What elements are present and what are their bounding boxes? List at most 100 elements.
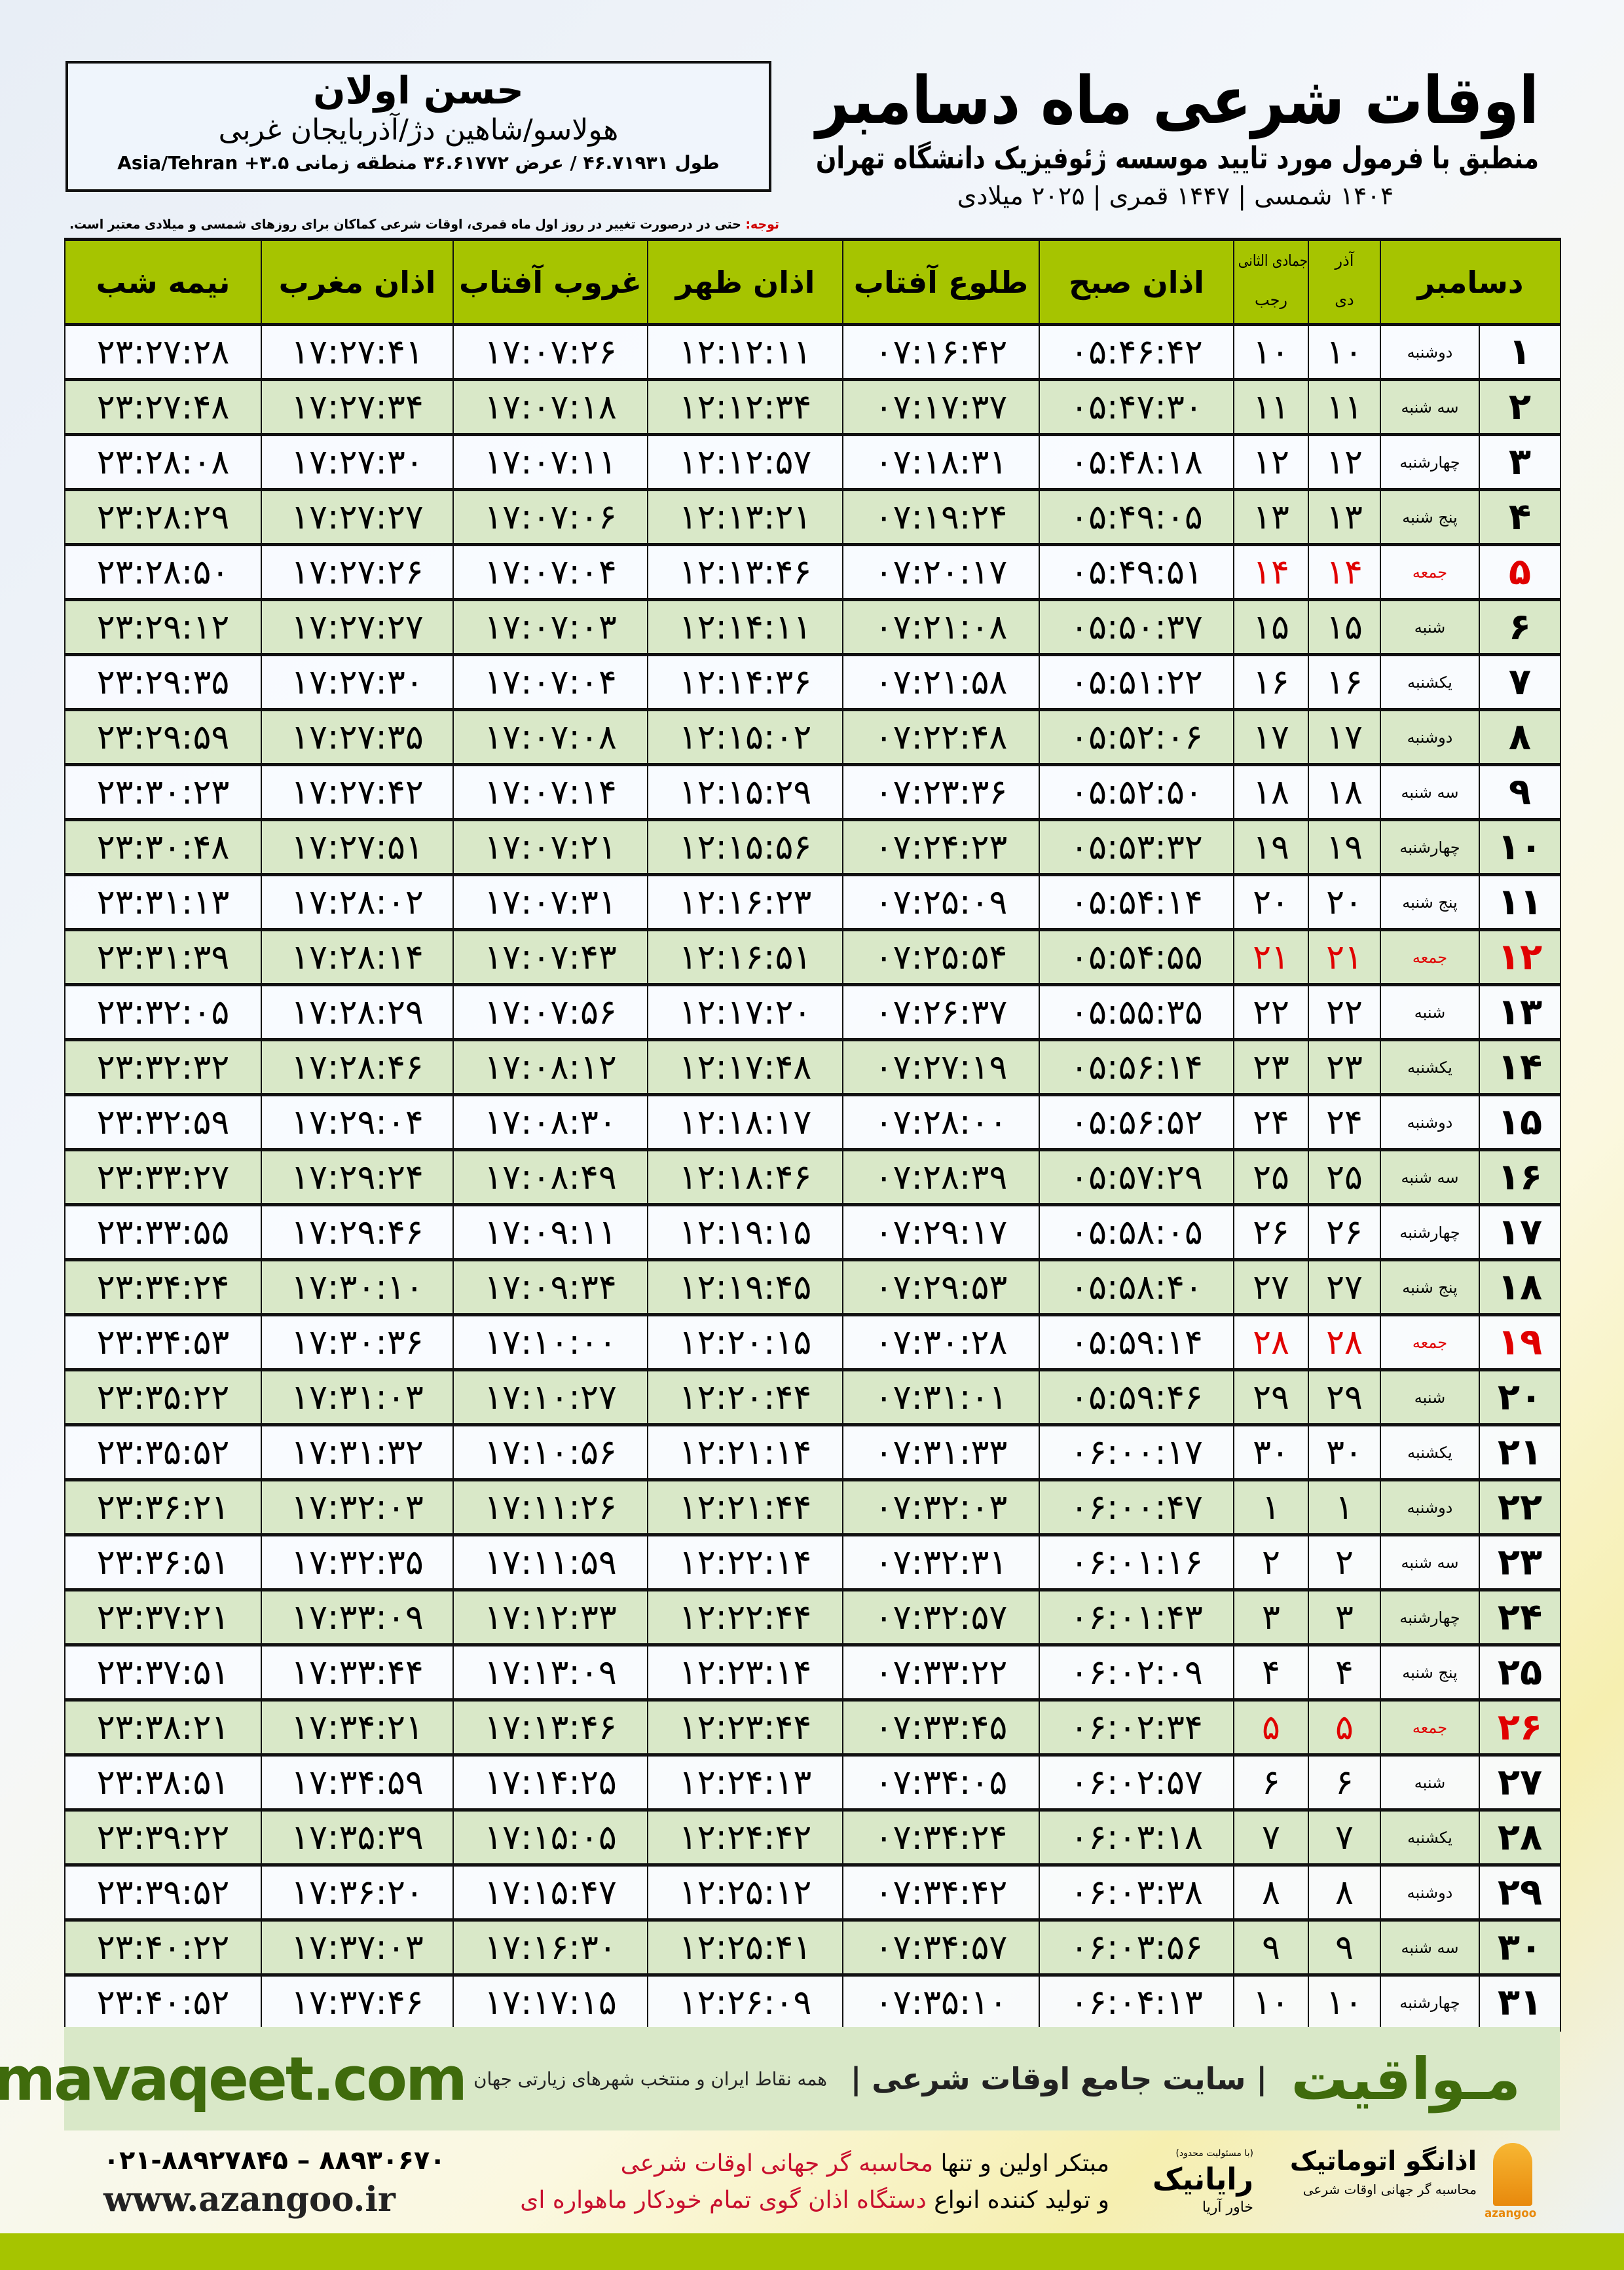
column-header-maghrib: اذان مغرب	[261, 238, 454, 326]
table-row: ۱۵ دوشنبه ۲۴ ۲۴ ۰۵:۵۶:۵۲ ۰۷:۲۸:۰۰ ۱۲:۱۸:۱۷ ۱۷:۰…	[64, 1094, 1561, 1151]
sunrise-time: ۰۷:۳۳:۴۵	[842, 1700, 1040, 1757]
day-number: ۱۲	[1479, 929, 1561, 986]
dhuhr-time: ۱۲:۲۳:۱۴	[647, 1645, 843, 1702]
table-row: ۹ سه شنبه ۱۸ ۱۸ ۰۵:۵۲:۵۰ ۰۷:۲۳:۳۶ ۱۲:۱۵:۲۹ ۱۷:۰…	[64, 764, 1561, 821]
midnight-time: ۲۳:۲۸:۲۹	[64, 489, 262, 546]
fajr-time: ۰۶:۰۰:۴۷	[1039, 1479, 1234, 1536]
midnight-time: ۲۳:۳۸:۲۱	[64, 1700, 262, 1757]
sunrise-time: ۰۷:۲۵:۵۴	[842, 929, 1040, 986]
pitch-line1-a: مبتکر اولین و تنها	[933, 2150, 1109, 2177]
lunar-day: ۱۰	[1233, 1975, 1309, 2032]
sunset-time: ۱۷:۰۷:۰۴	[452, 654, 648, 711]
midnight-time: ۲۳:۲۷:۴۸	[64, 379, 262, 436]
lunar-month-top: جمادی الثانی	[1238, 251, 1308, 270]
bottom-bar	[0, 2233, 1624, 2270]
sunset-time: ۱۷:۰۸:۴۹	[452, 1149, 648, 1206]
maghrib-time: ۱۷:۲۷:۲۷	[261, 599, 454, 656]
sunset-time: ۱۷:۰۷:۳۱	[452, 874, 648, 931]
sunset-time: ۱۷:۱۱:۵۹	[452, 1535, 648, 1591]
dhuhr-time: ۱۲:۲۱:۴۴	[647, 1479, 843, 1536]
fajr-time: ۰۵:۵۷:۲۹	[1039, 1149, 1234, 1206]
weekday: سه شنبه	[1380, 764, 1480, 821]
table-row: ۳۰ سه شنبه ۹ ۹ ۰۶:۰۳:۵۶ ۰۷:۳۴:۵۷ ۱۲:۲۵:۴۱ ۱۷:۱۶…	[64, 1920, 1561, 1977]
maghrib-time: ۱۷:۳۶:۲۰	[261, 1865, 454, 1922]
lunar-day: ۱۱	[1233, 379, 1309, 436]
maghrib-time: ۱۷:۲۹:۴۶	[261, 1204, 454, 1261]
page-title: اوقات شرعی ماه دسامبر	[815, 62, 1539, 139]
weekday: جمعه	[1380, 544, 1480, 601]
day-number: ۲۴	[1479, 1590, 1561, 1647]
table-row: ۲۵ پنج شنبه ۴ ۴ ۰۶:۰۲:۰۹ ۰۷:۳۳:۲۲ ۱۲:۲۳:۱۴ ۱۷:۱…	[64, 1645, 1561, 1702]
maghrib-time: ۱۷:۳۷:۰۳	[261, 1920, 454, 1977]
sunrise-time: ۰۷:۳۴:۰۵	[842, 1755, 1040, 1812]
mavaqeet-logo: مـواقیت	[1291, 2045, 1521, 2113]
lunar-day: ۶	[1233, 1755, 1309, 1812]
fajr-time: ۰۵:۵۳:۳۲	[1039, 819, 1234, 876]
mavaqeet-banner: مـواقیت | سایت جامع اوقات شرعی | همه نقا…	[0, 2027, 1560, 2130]
table-row: ۱۴ یکشنبه ۲۳ ۲۳ ۰۵:۵۶:۱۴ ۰۷:۲۷:۱۹ ۱۲:۱۷:۴۸ ۱۷:۰…	[64, 1039, 1561, 1096]
fajr-time: ۰۵:۵۶:۱۴	[1039, 1039, 1234, 1096]
sunrise-time: ۰۷:۳۴:۴۲	[842, 1865, 1040, 1922]
location-info-box: حسن اولان هولاسو/شاهین دژ/آذربایجان غربی…	[65, 61, 771, 192]
dhuhr-time: ۱۲:۱۴:۳۶	[647, 654, 843, 711]
midnight-time: ۲۳:۳۹:۲۲	[64, 1810, 262, 1867]
day-number: ۷	[1479, 654, 1561, 711]
sunrise-time: ۰۷:۲۸:۳۹	[842, 1149, 1040, 1206]
midnight-time: ۲۳:۳۶:۲۱	[64, 1479, 262, 1536]
mavaqeet-url[interactable]: mavaqeet.com	[0, 2043, 468, 2114]
table-row: ۲۴ چهارشنبه ۳ ۳ ۰۶:۰۱:۴۳ ۰۷:۳۲:۵۷ ۱۲:۲۲:۴۴ ۱۷:۱…	[64, 1590, 1561, 1647]
azangoo-website[interactable]: www.azangoo.ir	[103, 2180, 396, 2220]
fajr-time: ۰۶:۰۲:۰۹	[1039, 1645, 1234, 1702]
day-number: ۳۰	[1479, 1920, 1561, 1977]
midnight-time: ۲۳:۴۰:۲۲	[64, 1920, 262, 1977]
dhuhr-time: ۱۲:۱۲:۵۷	[647, 434, 843, 491]
table-row: ۱ دوشنبه ۱۰ ۱۰ ۰۵:۴۶:۴۲ ۰۷:۱۶:۴۲ ۱۲:۱۲:۱۱ ۱۷:۰۷…	[64, 324, 1561, 381]
location-name: حسن اولان	[313, 68, 524, 113]
column-header-sunset: غروب آفتاب	[452, 238, 648, 326]
azangoo-logo: azangoo اذانگو اتوماتیک محاسبه گر جهانی …	[1286, 2143, 1540, 2222]
note: توجه: حتی در درصورت تغییر در روز اول ماه…	[65, 215, 779, 233]
lunar-day: ۸	[1233, 1865, 1309, 1922]
table-row: ۲۳ سه شنبه ۲ ۲ ۰۶:۰۱:۱۶ ۰۷:۳۲:۳۱ ۱۲:۲۲:۱۴ ۱۷:۱۱…	[64, 1535, 1561, 1591]
fajr-time: ۰۵:۵۸:۰۵	[1039, 1204, 1234, 1261]
lunar-day: ۱۹	[1233, 819, 1309, 876]
table-header-row: دسامبر آذر دی جمادی الثانی رجب اذان صبح طل…	[64, 238, 1561, 326]
maghrib-time: ۱۷:۲۷:۴۲	[261, 764, 454, 821]
lunar-day: ۲۸	[1233, 1314, 1309, 1371]
sunset-time: ۱۷:۱۵:۴۷	[452, 1865, 648, 1922]
day-number: ۱۴	[1479, 1039, 1561, 1096]
table-row: ۸ دوشنبه ۱۷ ۱۷ ۰۵:۵۲:۰۶ ۰۷:۲۲:۴۸ ۱۲:۱۵:۰۲ ۱۷:۰۷…	[64, 709, 1561, 766]
sunset-time: ۱۷:۱۵:۰۵	[452, 1810, 648, 1867]
weekday: سه شنبه	[1380, 1920, 1480, 1977]
fajr-time: ۰۵:۵۴:۱۴	[1039, 874, 1234, 931]
solar-day: ۷	[1308, 1810, 1381, 1867]
fajr-time: ۰۵:۵۰:۳۷	[1039, 599, 1234, 656]
midnight-time: ۲۳:۴۰:۵۲	[64, 1975, 262, 2032]
sunset-time: ۱۷:۰۷:۴۳	[452, 929, 648, 986]
fajr-time: ۰۵:۵۸:۴۰	[1039, 1259, 1234, 1316]
dhuhr-time: ۱۲:۱۹:۴۵	[647, 1259, 843, 1316]
midnight-time: ۲۳:۳۹:۵۲	[64, 1865, 262, 1922]
maghrib-time: ۱۷:۲۸:۲۹	[261, 984, 454, 1041]
weekday: پنج شنبه	[1380, 1645, 1480, 1702]
sunrise-time: ۰۷:۲۱:۰۸	[842, 599, 1040, 656]
lunar-day: ۵	[1233, 1700, 1309, 1757]
maghrib-time: ۱۷:۳۳:۰۹	[261, 1590, 454, 1647]
solar-month-bottom: دی	[1335, 291, 1354, 309]
table-row: ۱۸ پنج شنبه ۲۷ ۲۷ ۰۵:۵۸:۴۰ ۰۷:۲۹:۵۳ ۱۲:۱۹:۴۵ ۱۷…	[64, 1259, 1561, 1316]
sunrise-time: ۰۷:۳۱:۳۳	[842, 1424, 1040, 1481]
column-header-sunrise: طلوع آفتاب	[842, 238, 1040, 326]
lunar-day: ۲۷	[1233, 1259, 1309, 1316]
solar-day: ۵	[1308, 1700, 1381, 1757]
sunrise-time: ۰۷:۳۰:۲۸	[842, 1314, 1040, 1371]
rayanik-subtitle: خاور آریا	[1202, 2199, 1253, 2216]
phone-numbers: ۰۲۱-۸۸۹۲۷۸۴۵ – ۸۸۹۳۰۶۷۰	[103, 2146, 446, 2176]
midnight-time: ۲۳:۳۷:۲۱	[64, 1590, 262, 1647]
weekday: جمعه	[1380, 929, 1480, 986]
table-row: ۱۹ جمعه ۲۸ ۲۸ ۰۵:۵۹:۱۴ ۰۷:۳۰:۲۸ ۱۲:۲۰:۱۵ ۱۷:۱۰:…	[64, 1314, 1561, 1371]
note-label: توجه:	[745, 216, 779, 232]
lunar-day: ۲۲	[1233, 984, 1309, 1041]
midnight-time: ۲۳:۲۹:۳۵	[64, 654, 262, 711]
sunset-time: ۱۷:۰۷:۵۶	[452, 984, 648, 1041]
dhuhr-time: ۱۲:۲۲:۴۴	[647, 1590, 843, 1647]
